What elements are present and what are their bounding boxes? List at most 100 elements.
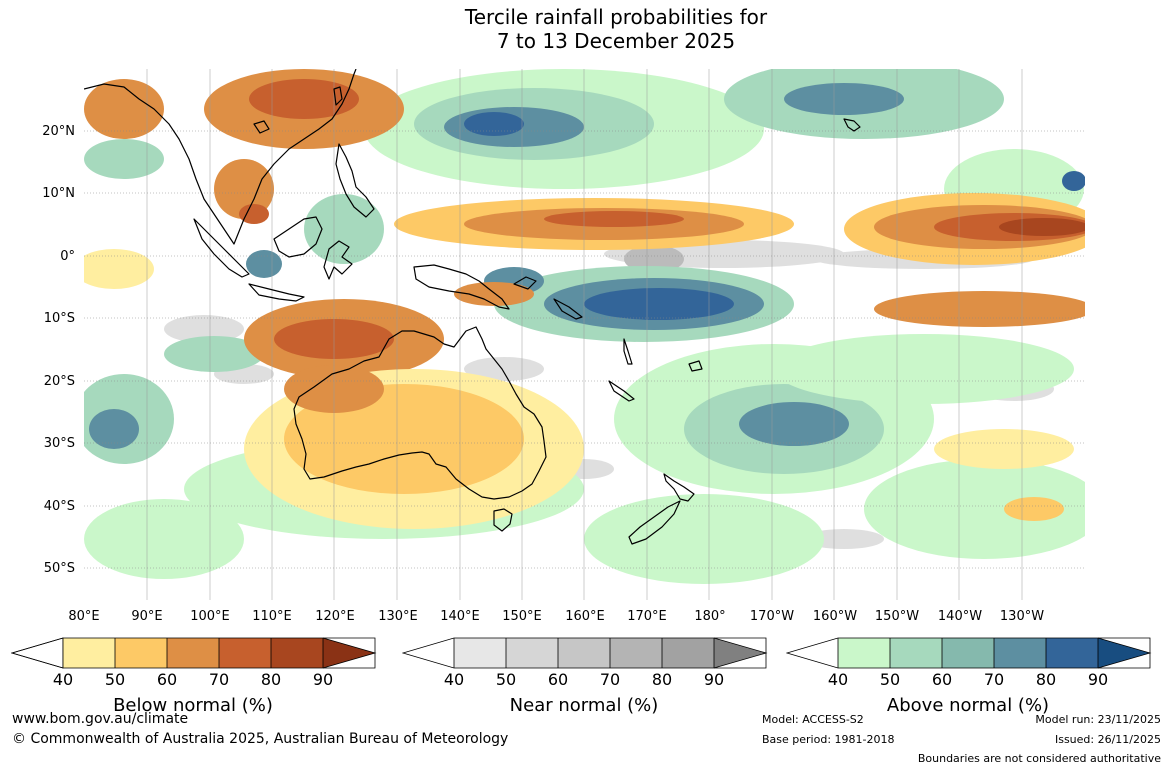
above-tick-90: 90 — [1087, 670, 1109, 689]
near-normal-swatch-70 — [610, 638, 662, 668]
above-normal-swatch-80 — [1046, 638, 1098, 668]
copyright-text: © Commonwealth of Australia 2025, Austra… — [12, 731, 509, 747]
model-run-date: Model run: 23/11/2025 — [1035, 713, 1161, 726]
solomon-coastline — [553, 298, 583, 320]
above-tick-50: 50 — [879, 670, 901, 689]
lon-label-130e: 130°E — [378, 609, 418, 624]
hainan-coastline — [253, 120, 270, 134]
below-tick-80: 80 — [260, 670, 282, 689]
near-tick-50: 50 — [495, 670, 517, 689]
above-normal-under-triangle — [787, 638, 838, 668]
vanuatu-coastline — [623, 338, 633, 365]
above-tick-80: 80 — [1035, 670, 1057, 689]
lon-label-110e: 110°E — [252, 609, 292, 624]
lat-label-10n: 10°N — [42, 186, 75, 201]
below-tick-40: 40 — [52, 670, 74, 689]
asia-mainland-coastline — [84, 69, 357, 245]
below-normal-over-triangle — [323, 638, 375, 668]
above-normal-swatch-50 — [890, 638, 942, 668]
model-name: Model: ACCESS-S2 — [762, 713, 864, 726]
near-normal-colorbar — [402, 637, 768, 669]
philippines-coastline — [335, 143, 375, 218]
lon-label-140w: 140°W — [937, 609, 983, 624]
website-link[interactable]: www.bom.gov.au/climate — [12, 711, 189, 727]
lon-label-160e: 160°E — [565, 609, 605, 624]
above-normal-colorbar — [786, 637, 1152, 669]
lon-label-170w: 170°W — [749, 609, 795, 624]
above-tick-60: 60 — [931, 670, 953, 689]
near-normal-label: Near normal (%) — [509, 695, 659, 716]
java-coastline — [248, 283, 305, 302]
australia-coastline — [293, 326, 547, 500]
lat-label-20s: 20°S — [43, 374, 75, 389]
near-normal-swatch-50 — [506, 638, 558, 668]
borneo-coastline — [273, 216, 323, 258]
near-tick-80: 80 — [651, 670, 673, 689]
lon-label-130w: 130°W — [999, 609, 1045, 624]
near-normal-under-triangle — [403, 638, 454, 668]
above-tick-70: 70 — [983, 670, 1005, 689]
fiji-coastline — [688, 360, 703, 372]
near-normal-swatch-40 — [454, 638, 506, 668]
lon-label-170e: 170°E — [627, 609, 667, 624]
below-normal-swatch-80 — [271, 638, 323, 668]
new-guinea-coastline — [413, 264, 510, 310]
map-title-line-1: Tercile rainfall probabilities for — [464, 5, 768, 29]
below-normal-swatch-70 — [219, 638, 271, 668]
lon-label-180: 180° — [694, 609, 726, 624]
below-normal-colorbar — [11, 637, 377, 669]
lat-label-10s: 10°S — [43, 311, 75, 326]
map-title-line-2: 7 to 13 December 2025 — [496, 29, 736, 53]
lon-label-150w: 150°W — [874, 609, 920, 624]
lon-label-150e: 150°E — [502, 609, 542, 624]
lon-label-80e: 80°E — [68, 609, 100, 624]
new-zealand-north-coastline — [663, 473, 695, 502]
below-tick-60: 60 — [156, 670, 178, 689]
coastlines — [84, 69, 861, 545]
lon-label-120e: 120°E — [315, 609, 355, 624]
boundary-disclaimer: Boundaries are not considered authoritat… — [917, 752, 1161, 765]
lon-label-100e: 100°E — [190, 609, 230, 624]
above-normal-swatch-40 — [838, 638, 890, 668]
near-normal-swatch-80 — [662, 638, 714, 668]
above-tick-40: 40 — [827, 670, 849, 689]
above-normal-over-triangle — [1098, 638, 1150, 668]
below-normal-swatch-60 — [167, 638, 219, 668]
near-tick-70: 70 — [599, 670, 621, 689]
new-caledonia-coastline — [608, 380, 635, 402]
lon-label-160w: 160°W — [812, 609, 858, 624]
below-tick-90: 90 — [312, 670, 334, 689]
below-normal-swatch-50 — [115, 638, 167, 668]
sumatra-coastline — [193, 218, 250, 278]
lat-label-equator: 0° — [60, 249, 75, 264]
above-normal-label: Above normal (%) — [886, 695, 1050, 716]
graticule — [84, 130, 1085, 569]
lon-label-140e: 140°E — [440, 609, 480, 624]
lat-label-50s: 50°S — [43, 561, 75, 576]
hawaii-coastline — [843, 118, 861, 132]
meridians — [146, 69, 1023, 600]
base-period: Base period: 1981-2018 — [762, 733, 895, 746]
above-normal-swatch-60 — [942, 638, 994, 668]
lat-label-40s: 40°S — [43, 499, 75, 514]
lat-label-30s: 30°S — [43, 436, 75, 451]
above-normal-swatch-70 — [994, 638, 1046, 668]
issued-date: Issued: 26/11/2025 — [1054, 733, 1161, 746]
lat-label-20n: 20°N — [42, 124, 75, 139]
sulawesi-coastline — [323, 240, 353, 280]
lon-label-90e: 90°E — [131, 609, 163, 624]
tasmania-coastline — [493, 508, 513, 532]
near-tick-60: 60 — [547, 670, 569, 689]
new-zealand-south-coastline — [628, 500, 681, 545]
near-normal-swatch-60 — [558, 638, 610, 668]
rainfall-probability-map — [84, 69, 1085, 600]
below-tick-70: 70 — [208, 670, 230, 689]
below-normal-label: Below normal (%) — [113, 695, 273, 716]
near-tick-90: 90 — [703, 670, 725, 689]
near-normal-over-triangle — [714, 638, 766, 668]
bismarck-coastline — [513, 276, 537, 290]
taiwan-coastline — [333, 86, 343, 106]
below-normal-under-triangle — [11, 637, 64, 669]
below-tick-50: 50 — [104, 670, 126, 689]
near-tick-40: 40 — [443, 670, 465, 689]
